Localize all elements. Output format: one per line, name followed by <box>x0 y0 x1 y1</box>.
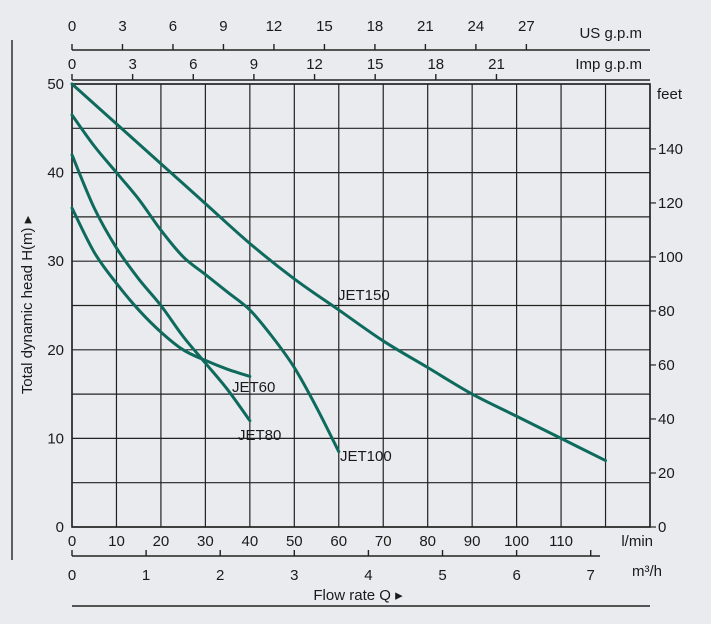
plot-border <box>71 83 651 528</box>
usgpm-tick-label: 0 <box>68 18 76 35</box>
series-line-jet150 <box>70 82 608 463</box>
curve-label-jet150: JET150 <box>338 287 390 304</box>
x-axis-title: Flow rate Q ▸ <box>313 587 403 604</box>
x-tick-label: 70 <box>375 533 392 550</box>
m3h-tick-label: 5 <box>438 567 446 584</box>
y-tick-label: 20 <box>47 342 64 359</box>
m3h-tick-label: 2 <box>216 567 224 584</box>
impgpm-tick-label: 0 <box>68 56 76 73</box>
feet-tick-label: 80 <box>658 303 675 320</box>
series-line-jet80 <box>70 153 252 423</box>
impgpm-tick-label: 18 <box>427 56 444 73</box>
x-tick-label: 60 <box>330 533 347 550</box>
x-tick-label: 40 <box>242 533 259 550</box>
feet-tick-label: 100 <box>658 249 683 266</box>
feet-axis-label: feet <box>657 86 683 103</box>
usgpm-tick-label: 21 <box>417 18 434 35</box>
x-tick-label: 90 <box>464 533 481 550</box>
x-tick-label: 80 <box>419 533 436 550</box>
m3h-tick-label: 7 <box>587 567 595 584</box>
usgpm-tick-label: 6 <box>169 18 177 35</box>
usgpm-tick-label: 24 <box>468 18 485 35</box>
feet-tick-label: 60 <box>658 357 675 374</box>
impgpm-tick-label: 6 <box>189 56 197 73</box>
feet-tick-label: 120 <box>658 195 683 212</box>
feet-tick-label: 0 <box>658 519 666 536</box>
usgpm-tick-label: 15 <box>316 18 333 35</box>
impgpm-tick-label: 12 <box>306 56 323 73</box>
m3h-axis-label: m³/h <box>632 563 662 580</box>
x-tick-label: 10 <box>108 533 125 550</box>
series-line-jet60 <box>70 206 252 378</box>
x-unit-label: l/min <box>621 533 653 550</box>
impgpm-tick-label: 3 <box>128 56 136 73</box>
m3h-tick-label: 1 <box>142 567 150 584</box>
usgpm-tick-label: 12 <box>266 18 283 35</box>
x-tick-label: 30 <box>197 533 214 550</box>
usgpm-tick-label: 18 <box>367 18 384 35</box>
x-tick-label: 50 <box>286 533 303 550</box>
m3h-tick-label: 6 <box>512 567 520 584</box>
x-tick-label: 20 <box>153 533 170 550</box>
m3h-tick-label: 0 <box>68 567 76 584</box>
usgpm-tick-label: 3 <box>118 18 126 35</box>
impgpm-tick-label: 15 <box>367 56 384 73</box>
y-tick-label: 0 <box>56 519 64 536</box>
usgpm-axis-label: US g.p.m <box>579 25 642 42</box>
x-tick-label: 100 <box>504 533 529 550</box>
usgpm-tick-label: 9 <box>219 18 227 35</box>
feet-tick-label: 140 <box>658 141 683 158</box>
y-tick-label: 40 <box>47 165 64 182</box>
curve-label-jet100: JET100 <box>340 448 392 465</box>
y-axis-title: Total dynamic head H(m) ▸ <box>19 215 36 394</box>
curve-label-jet80: JET80 <box>238 427 281 444</box>
feet-tick-label: 40 <box>658 411 675 428</box>
m3h-tick-label: 3 <box>290 567 298 584</box>
m3h-tick-label: 4 <box>364 567 372 584</box>
x-tick-label: 0 <box>68 533 76 550</box>
impgpm-tick-label: 9 <box>250 56 258 73</box>
y-tick-label: 30 <box>47 253 64 270</box>
usgpm-tick-label: 27 <box>518 18 535 35</box>
impgpm-axis-label: Imp g.p.m <box>575 56 642 73</box>
curve-label-jet60: JET60 <box>232 379 275 396</box>
y-tick-label: 50 <box>47 76 64 93</box>
impgpm-tick-label: 21 <box>488 56 505 73</box>
series-line-jet100 <box>70 113 341 454</box>
x-tick-label: 110 <box>549 533 573 550</box>
feet-tick-label: 20 <box>658 465 675 482</box>
y-tick-label: 10 <box>47 430 64 447</box>
